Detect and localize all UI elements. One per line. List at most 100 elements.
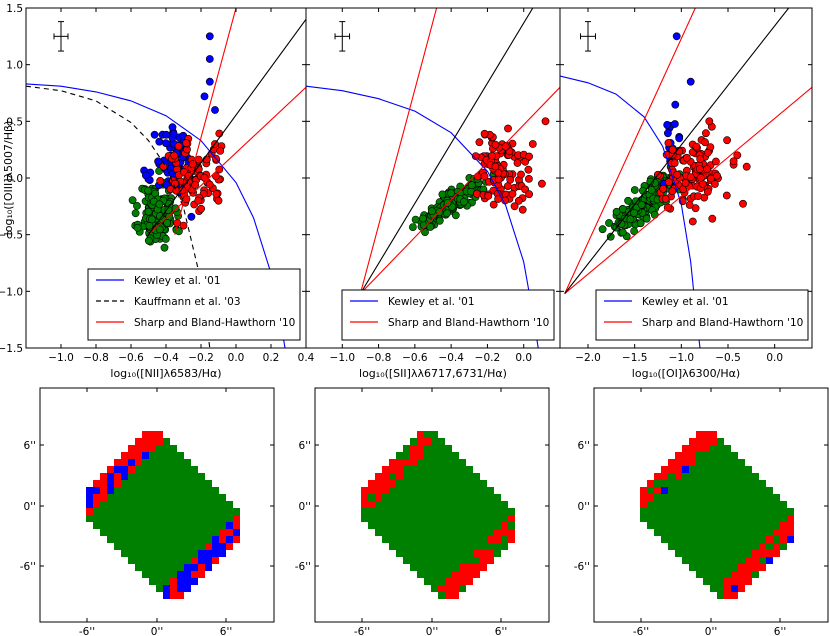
map-pixel bbox=[198, 557, 205, 564]
map-pixel bbox=[205, 564, 212, 571]
map-pixel bbox=[128, 536, 135, 543]
map-pixel bbox=[745, 522, 752, 529]
map-pixel bbox=[403, 487, 410, 494]
map-pixel bbox=[668, 466, 675, 473]
bpt-nii-ylabel: log₁₀([OIII]λ5007/Hβ) bbox=[2, 121, 15, 236]
red-point bbox=[685, 201, 694, 209]
map-pixel bbox=[661, 501, 668, 508]
map-x-tick-label: 6'' bbox=[220, 626, 232, 636]
map-pixel bbox=[184, 473, 191, 480]
map-pixel bbox=[121, 522, 128, 529]
map-pixel bbox=[731, 515, 738, 522]
map-pixel bbox=[205, 508, 212, 515]
map-pixel bbox=[135, 438, 142, 445]
map-pixel bbox=[431, 473, 438, 480]
map-pixel bbox=[163, 487, 170, 494]
map-pixel bbox=[233, 529, 240, 536]
map-y-tick-label: 0'' bbox=[24, 501, 36, 513]
bpt-oi-legend: Kewley et al. '01 Sharp and Bland-Hawthor… bbox=[595, 289, 809, 341]
map-pixel bbox=[675, 515, 682, 522]
map-pixel bbox=[114, 480, 121, 487]
map-pixel bbox=[396, 550, 403, 557]
map-pixel bbox=[780, 529, 787, 536]
red-point bbox=[688, 217, 697, 226]
map-pixel bbox=[745, 564, 752, 571]
red-point bbox=[712, 157, 720, 166]
bpt-nii-errorbar bbox=[53, 21, 69, 52]
map-pixel bbox=[459, 487, 466, 494]
map-pixel bbox=[156, 466, 163, 473]
map-pixel bbox=[759, 480, 766, 487]
map-pixel bbox=[149, 557, 156, 564]
map-pixel bbox=[703, 557, 710, 564]
map-pixel bbox=[184, 550, 191, 557]
map-pixel bbox=[738, 487, 745, 494]
map-pixel bbox=[191, 529, 198, 536]
map-y-tick-label: 0'' bbox=[578, 501, 590, 513]
map-pixel bbox=[431, 585, 438, 592]
map-pixel bbox=[100, 480, 107, 487]
green-point bbox=[605, 219, 613, 227]
map-pixel bbox=[431, 522, 438, 529]
map-pixel bbox=[459, 480, 466, 487]
map-pixel bbox=[149, 578, 156, 585]
map-pixel bbox=[731, 522, 738, 529]
map-pixel bbox=[459, 557, 466, 564]
map-pixel bbox=[93, 501, 100, 508]
map-pixel bbox=[170, 557, 177, 564]
map-pixel bbox=[459, 522, 466, 529]
bpt-nii-marks bbox=[26, 8, 306, 348]
red-point bbox=[513, 159, 522, 167]
y-tick-label: 0.0 bbox=[6, 173, 23, 185]
map-pixel bbox=[452, 501, 459, 508]
map-pixel bbox=[114, 508, 121, 515]
map-pixel bbox=[752, 536, 759, 543]
map-pixel bbox=[731, 494, 738, 501]
map-pixel bbox=[128, 501, 135, 508]
map-pixel bbox=[226, 536, 233, 543]
map-pixel bbox=[640, 501, 647, 508]
map-pixel bbox=[759, 543, 766, 550]
map-nii-pixels bbox=[86, 431, 240, 599]
map-pixel bbox=[745, 515, 752, 522]
map-pixel bbox=[403, 452, 410, 459]
map-pixel bbox=[142, 508, 149, 515]
map-pixel bbox=[100, 515, 107, 522]
map-pixel bbox=[396, 452, 403, 459]
map-pixel bbox=[494, 508, 501, 515]
map-pixel bbox=[198, 515, 205, 522]
x-tick-label: −0.2 bbox=[475, 352, 501, 364]
map-pixel bbox=[459, 585, 466, 592]
map-pixel bbox=[710, 431, 717, 438]
map-pixel bbox=[773, 550, 780, 557]
bpt-sii-xlabel: log₁₀([SII]λλ6717,6731/Hα) bbox=[359, 367, 507, 380]
red-point bbox=[696, 155, 705, 163]
map-pixel bbox=[766, 536, 773, 543]
map-pixel bbox=[445, 550, 452, 557]
map-pixel bbox=[445, 592, 452, 599]
map-pixel bbox=[494, 550, 501, 557]
map-pixel bbox=[410, 529, 417, 536]
map-pixel bbox=[738, 578, 745, 585]
map-pixel bbox=[417, 515, 424, 522]
map-pixel bbox=[752, 557, 759, 564]
map-pixel bbox=[487, 487, 494, 494]
map-pixel bbox=[396, 459, 403, 466]
map-pixel bbox=[191, 536, 198, 543]
map-pixel bbox=[114, 515, 121, 522]
map-pixel bbox=[417, 508, 424, 515]
map-pixel bbox=[668, 529, 675, 536]
green-point bbox=[147, 215, 156, 224]
map-pixel bbox=[473, 508, 480, 515]
map-pixel bbox=[710, 536, 717, 543]
map-pixel bbox=[212, 550, 219, 557]
map-pixel bbox=[438, 487, 445, 494]
map-pixel bbox=[710, 557, 717, 564]
map-pixel bbox=[219, 550, 226, 557]
legend-label: Sharp and Bland-Hawthorn '10 bbox=[642, 317, 803, 329]
map-pixel bbox=[759, 564, 766, 571]
green-point bbox=[144, 236, 153, 245]
map-pixel bbox=[675, 501, 682, 508]
map-pixel bbox=[424, 515, 431, 522]
map-pixel bbox=[438, 564, 445, 571]
